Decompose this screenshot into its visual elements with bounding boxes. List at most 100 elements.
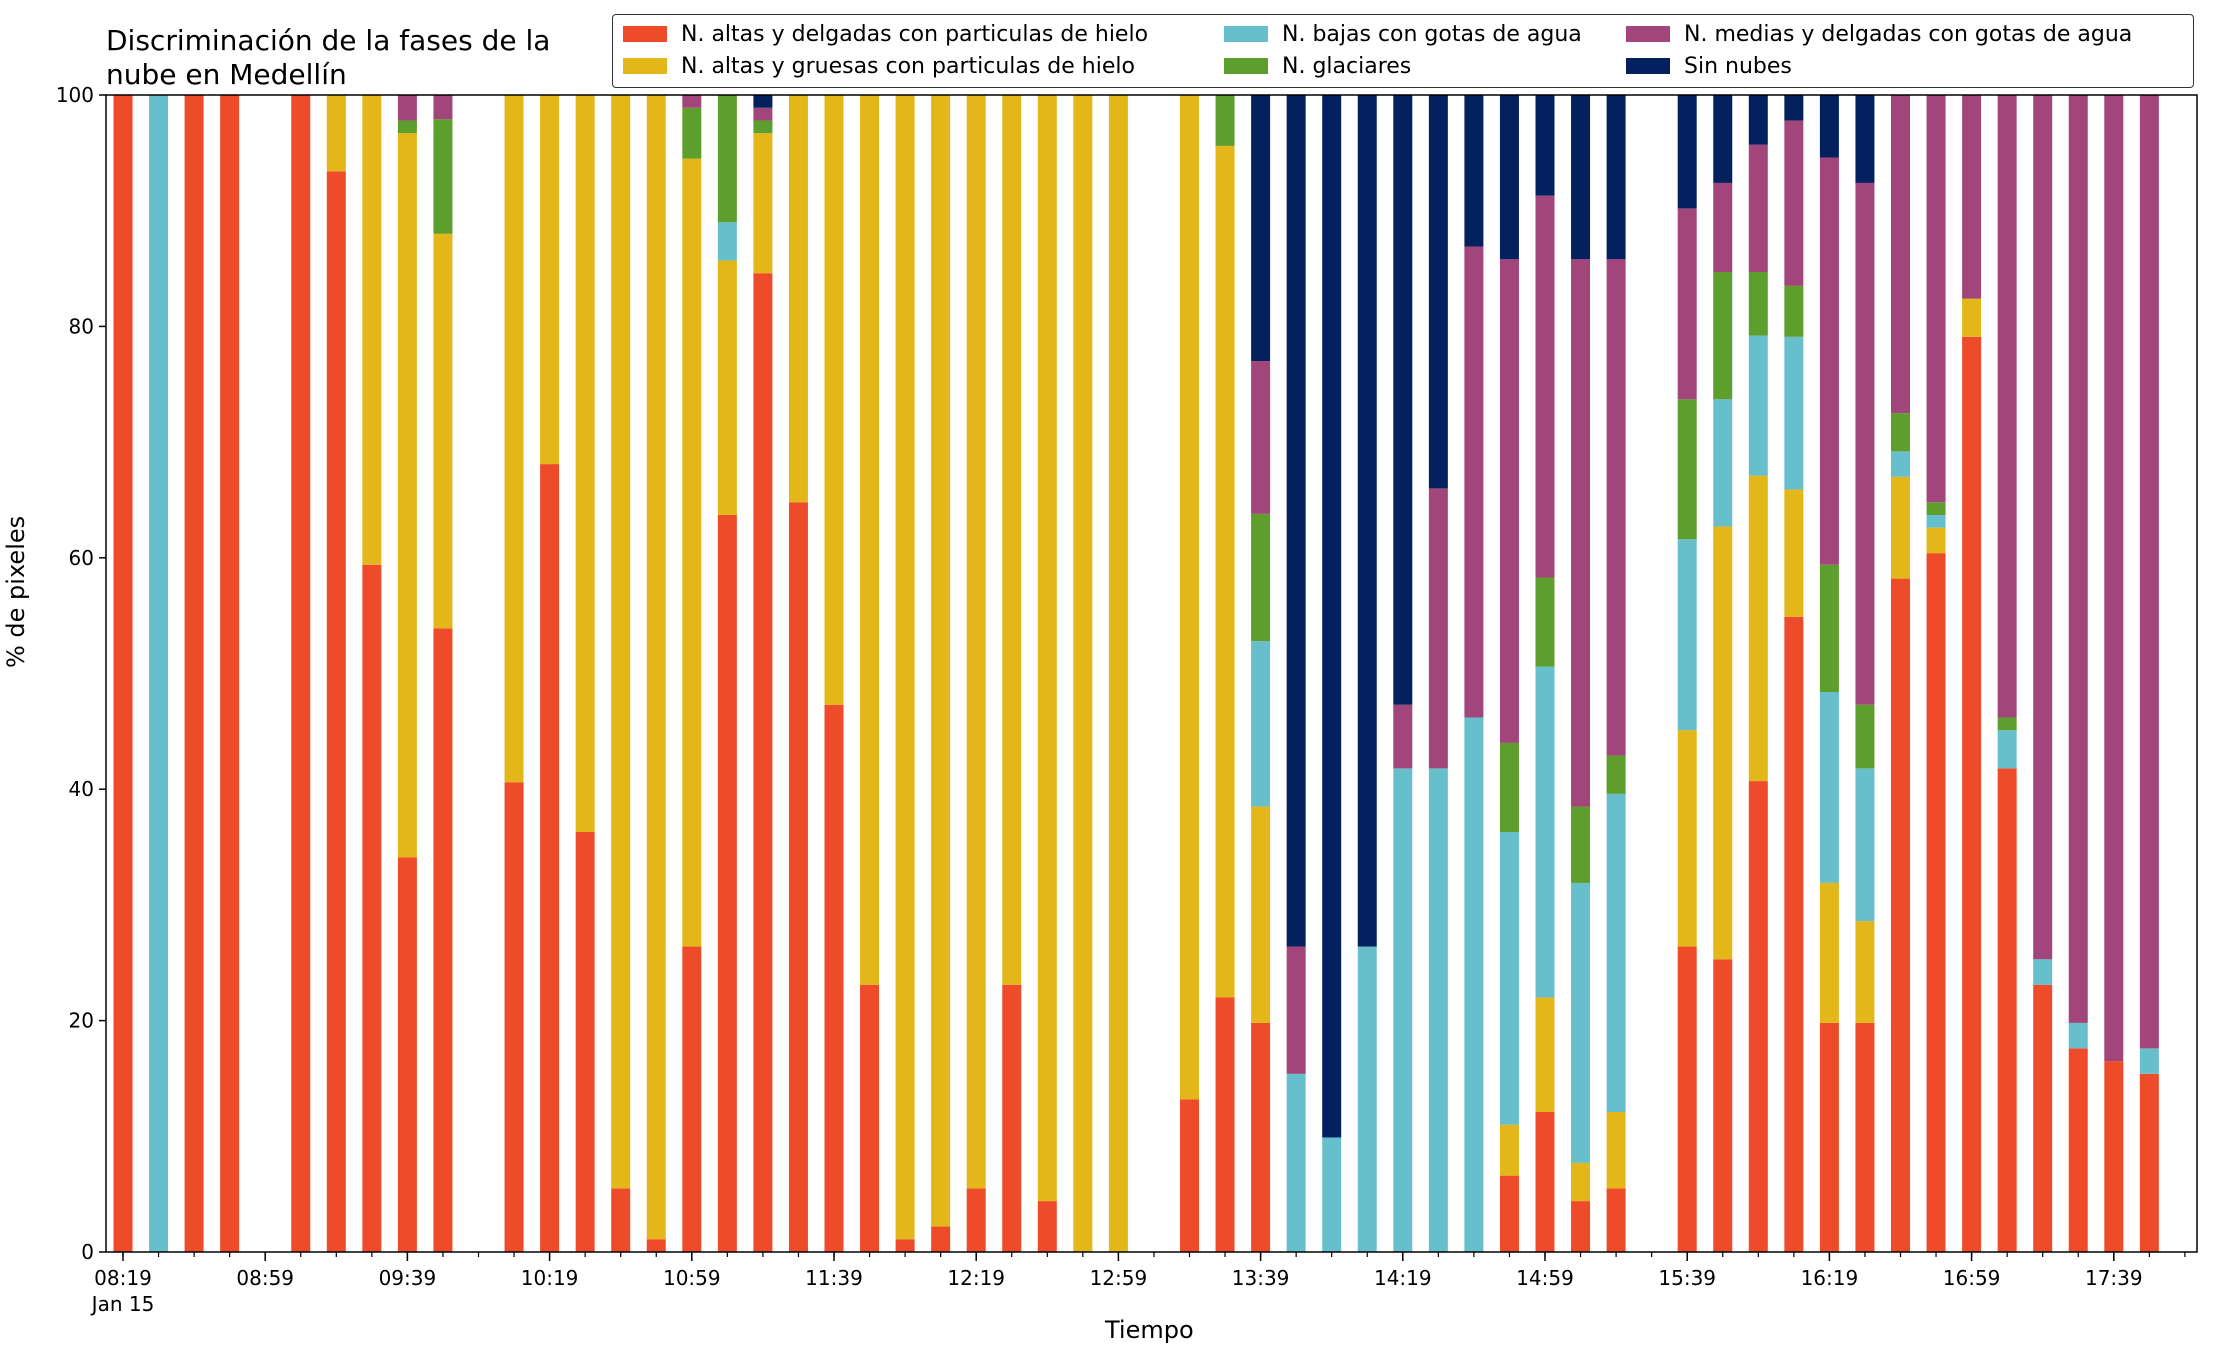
bar-segment [2068, 95, 2088, 1023]
bar-segment [397, 857, 417, 1252]
bar-segment [895, 1239, 915, 1252]
bar-segment [1855, 921, 1875, 1023]
bar-segment [1499, 95, 1519, 260]
bar-segment [646, 95, 666, 1240]
bar-segment [1926, 95, 1946, 503]
bar-segment [1926, 502, 1946, 515]
legend-label: N. bajas con gotas de agua [1282, 21, 1582, 47]
bar-segment [433, 628, 453, 1252]
bar-segment [184, 95, 204, 1252]
bar-segment [2139, 95, 2159, 1049]
bar-segment [1499, 1124, 1519, 1176]
bar-segment [1997, 717, 2017, 731]
bar-segment [1535, 997, 1555, 1112]
bar-segment [1962, 95, 1982, 299]
bar-segment [1748, 95, 1768, 145]
bar-segment [1748, 272, 1768, 336]
plot-frame [105, 94, 2198, 1253]
bar-segment [1499, 259, 1519, 743]
legend-label: Sin nubes [1684, 53, 1792, 79]
bar-segment [1215, 997, 1235, 1252]
bar-segment [717, 222, 737, 261]
bar-segment [2139, 1073, 2159, 1252]
bar-segment [1677, 208, 1697, 400]
bar-segment [1393, 95, 1413, 705]
bar-segment [1748, 335, 1768, 476]
bar-segment [1499, 1175, 1519, 1252]
bar-segment [291, 95, 311, 1252]
legend-item-glaciares: N. glaciares [1224, 51, 1411, 81]
bar-segment [1286, 95, 1306, 947]
x-tick-label: 16:19 [1801, 1266, 1859, 1290]
bar-segment [1784, 120, 1804, 286]
legend-swatch [1224, 26, 1268, 42]
legend-swatch [623, 26, 667, 42]
x-tick-label: 15:39 [1658, 1266, 1716, 1290]
bar-segment [1571, 95, 1591, 260]
bar-segment [1180, 95, 1199, 1100]
bar-segment [1748, 781, 1768, 1252]
bar-segment [1357, 95, 1377, 947]
bar-segment [1535, 577, 1555, 667]
x-tick-label: 12:59 [1090, 1266, 1148, 1290]
bar-segment [2033, 95, 2053, 960]
bar-segment [682, 95, 702, 108]
y-tick-label: 20 [69, 1009, 94, 1033]
bar-segment [1357, 946, 1377, 1252]
bar-segment [2104, 95, 2124, 1062]
bar-segment [1784, 336, 1804, 490]
bar-segment [397, 133, 417, 858]
bar-segment [717, 514, 737, 1252]
bar-segment [326, 171, 346, 1253]
bar-segment [1891, 476, 1910, 579]
bar-segment [504, 782, 524, 1252]
bar-segment [1855, 95, 1875, 183]
bar-segment [1464, 717, 1484, 1252]
bar-segment [2139, 1048, 2159, 1074]
legend-item-sin-nubes: Sin nubes [1626, 51, 1792, 81]
bar-segment [1855, 1022, 1875, 1252]
bar-segment [1251, 1022, 1271, 1252]
bar-segment [1819, 692, 1839, 883]
bar-segment [1606, 793, 1626, 1112]
bar-segment [575, 95, 595, 833]
bar-segment [860, 984, 880, 1252]
bar-segment [682, 158, 702, 947]
legend-item-medias-delgadas: N. medias y delgadas con gotas de agua [1626, 19, 2132, 49]
x-tick-label: 10:19 [521, 1266, 579, 1290]
bar-segment [1748, 475, 1768, 782]
x-tick-sublabel: Jan 15 [90, 1292, 155, 1316]
bar-segment [1535, 95, 1555, 196]
bar-segment [646, 1239, 666, 1252]
bar-segment [1962, 298, 1982, 337]
bar-segment [1819, 157, 1839, 565]
x-tick-label: 08:59 [236, 1266, 294, 1290]
bar-segment [1180, 1099, 1199, 1252]
bar-segment [1428, 488, 1448, 769]
legend: N. altas y delgadas con particulas de hi… [612, 14, 2194, 88]
bar-segment [1322, 95, 1342, 1138]
bar-segment [1677, 95, 1697, 209]
bar-segment [1037, 95, 1057, 1202]
bar-segment [753, 120, 773, 134]
x-tick-label: 17:39 [2085, 1266, 2143, 1290]
bar-segment [1606, 1188, 1626, 1252]
bar-segment [788, 95, 808, 503]
bar-segment [824, 704, 844, 1252]
legend-label: N. medias y delgadas con gotas de agua [1684, 21, 2133, 47]
x-tick-label: 12:19 [947, 1266, 1005, 1290]
bar-segment [682, 107, 702, 159]
bar-segment [1855, 768, 1875, 922]
x-tick-label: 14:59 [1516, 1266, 1574, 1290]
bar-segment [1571, 882, 1591, 1163]
bar-segment [575, 832, 595, 1252]
legend-item-altas-gruesas: N. altas y gruesas con particulas de hie… [623, 51, 1135, 81]
legend-item-altas-delgadas: N. altas y delgadas con particulas de hi… [623, 19, 1148, 49]
bar-segment [362, 564, 382, 1252]
y-tick-label: 40 [69, 777, 94, 801]
bar-segment [2104, 1061, 2124, 1252]
bar-segment [1002, 95, 1022, 985]
bar-segment [1784, 489, 1804, 617]
bar-segment [1784, 285, 1804, 337]
